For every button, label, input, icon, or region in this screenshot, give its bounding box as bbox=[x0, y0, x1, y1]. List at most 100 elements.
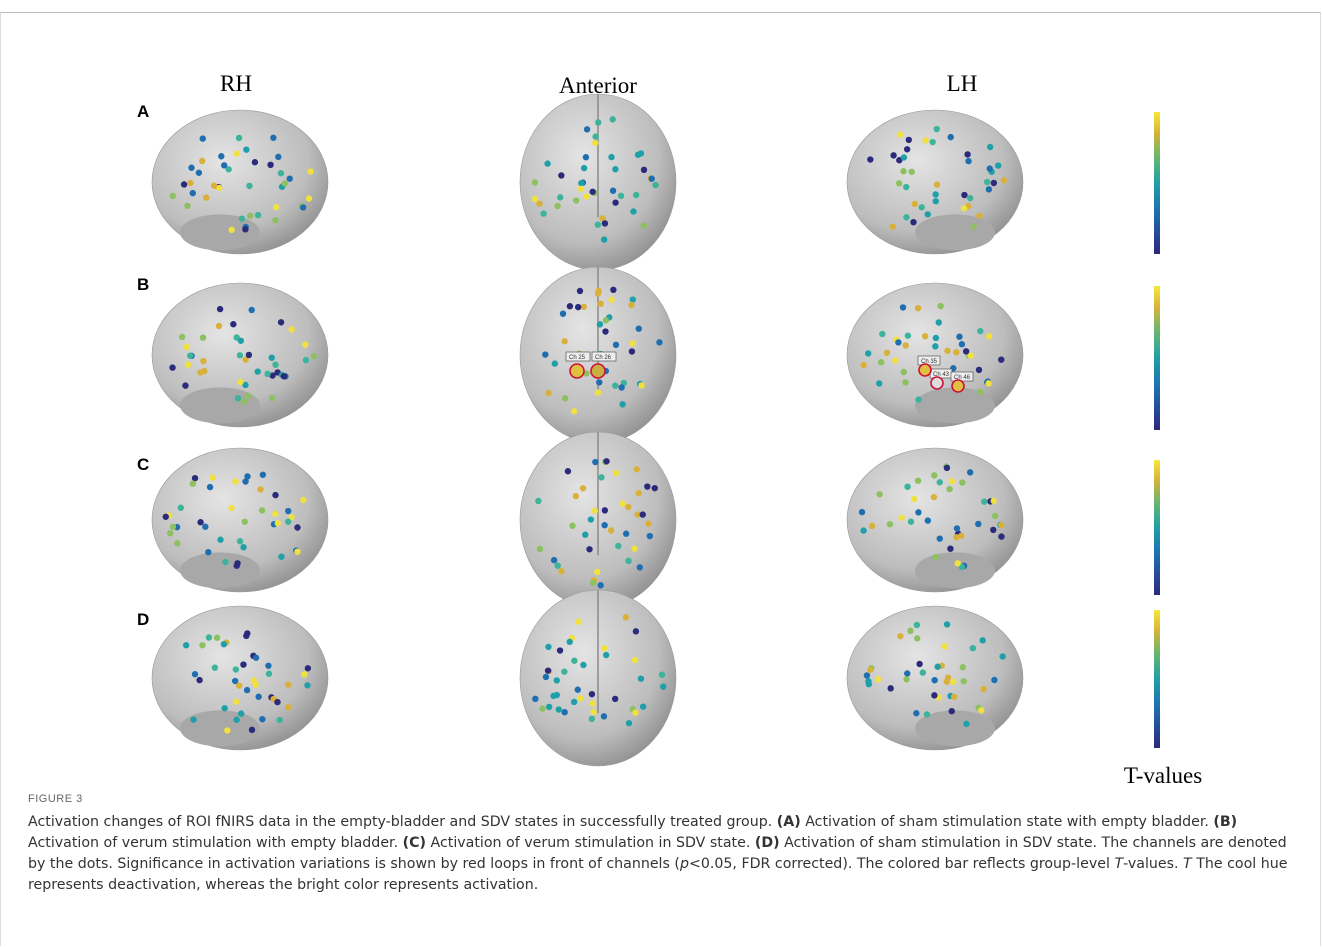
channel-dot bbox=[913, 710, 919, 716]
channel-dot bbox=[931, 472, 937, 478]
channel-dot bbox=[920, 669, 926, 675]
channel-dot bbox=[592, 133, 598, 139]
channel-dot bbox=[867, 156, 873, 162]
channel-dot bbox=[267, 162, 273, 168]
channel-dot bbox=[580, 485, 586, 491]
channel-dot bbox=[902, 379, 908, 385]
channel-dot bbox=[900, 168, 906, 174]
channel-dot bbox=[911, 496, 917, 502]
channel-dot bbox=[984, 179, 990, 185]
channel-dot bbox=[630, 296, 636, 302]
channel-dot bbox=[967, 195, 973, 201]
channel-dot bbox=[294, 524, 300, 530]
channel-dot bbox=[602, 507, 608, 513]
channel-dot bbox=[623, 614, 629, 620]
channel-dot bbox=[578, 186, 584, 192]
channel-dot bbox=[181, 181, 187, 187]
channel-dot bbox=[976, 213, 982, 219]
channel-dot bbox=[236, 135, 242, 141]
channel-dot bbox=[953, 349, 959, 355]
channel-dot bbox=[232, 478, 238, 484]
channel-dot bbox=[592, 459, 598, 465]
channel-dot bbox=[987, 144, 993, 150]
channel-dot bbox=[306, 195, 312, 201]
channel-dot bbox=[305, 665, 311, 671]
channel-dot bbox=[865, 350, 871, 356]
channel-dot bbox=[932, 343, 938, 349]
channel-dot bbox=[532, 196, 538, 202]
channel-dot bbox=[241, 399, 247, 405]
channel-dot bbox=[864, 672, 870, 678]
channel-dot bbox=[980, 686, 986, 692]
channel-dot bbox=[552, 360, 558, 366]
channel-dot bbox=[965, 158, 971, 164]
channel-dot bbox=[603, 652, 609, 658]
channel-dot bbox=[199, 642, 205, 648]
channel-dot bbox=[178, 505, 184, 511]
channel-dot bbox=[637, 564, 643, 570]
channel-dot bbox=[602, 328, 608, 334]
channel-dot bbox=[975, 521, 981, 527]
channel-dot bbox=[167, 530, 173, 536]
channel-dot bbox=[581, 304, 587, 310]
brain-lobe bbox=[915, 214, 995, 250]
channel-dot bbox=[633, 192, 639, 198]
channel-dot bbox=[615, 543, 621, 549]
channel-dot bbox=[959, 341, 965, 347]
channel-dot bbox=[273, 204, 279, 210]
channel-dot bbox=[187, 180, 193, 186]
caption-text: Activation of verum stimulation in SDV s… bbox=[426, 835, 755, 851]
channel-dot bbox=[922, 333, 928, 339]
brain-grid bbox=[152, 94, 1023, 766]
channel-dot bbox=[645, 521, 651, 527]
channel-dot bbox=[903, 214, 909, 220]
channel-dot bbox=[961, 205, 967, 211]
caption-text: <0.05, FDR corrected). The colored bar r… bbox=[689, 856, 1114, 872]
channel-dot bbox=[638, 382, 644, 388]
channel-dot bbox=[575, 619, 581, 625]
caption: Activation changes of ROI fNIRS data in … bbox=[28, 812, 1296, 896]
channel-dot bbox=[937, 479, 943, 485]
channel-dot bbox=[573, 493, 579, 499]
brain-lobe bbox=[180, 214, 260, 250]
channel-dot bbox=[608, 154, 614, 160]
row-label: C bbox=[137, 455, 149, 474]
channel-dot bbox=[580, 662, 586, 668]
channel-dot bbox=[951, 694, 957, 700]
channel-dot bbox=[922, 137, 928, 143]
channel-dot bbox=[596, 379, 602, 385]
channel-dot bbox=[243, 146, 249, 152]
channel-dot bbox=[545, 667, 551, 673]
channel-dot bbox=[612, 382, 618, 388]
channel-dot bbox=[196, 170, 202, 176]
channel-dot bbox=[890, 223, 896, 229]
channel-dot bbox=[632, 657, 638, 663]
caption-symbol: T bbox=[1183, 856, 1192, 872]
channel-dot bbox=[205, 549, 211, 555]
channel-dot bbox=[272, 362, 278, 368]
channel-dot bbox=[595, 221, 601, 227]
channel-dot bbox=[269, 354, 275, 360]
channel-dot bbox=[240, 661, 246, 667]
channel-dot bbox=[925, 211, 931, 217]
channel-dot bbox=[278, 170, 284, 176]
channel-dot bbox=[578, 180, 584, 186]
channel-dot bbox=[612, 166, 618, 172]
channel-dot bbox=[196, 677, 202, 683]
channel-dot bbox=[924, 711, 930, 717]
channel-dot bbox=[929, 139, 935, 145]
channel-dot bbox=[259, 507, 265, 513]
channel-dot bbox=[978, 707, 984, 713]
channel-dot bbox=[584, 126, 590, 132]
channel-dot bbox=[937, 535, 943, 541]
channel-dot bbox=[954, 560, 960, 566]
channel-dot bbox=[197, 519, 203, 525]
channel-dot bbox=[884, 350, 890, 356]
channel-dot bbox=[545, 390, 551, 396]
column-header: RH bbox=[220, 71, 252, 96]
channel-dot bbox=[550, 693, 556, 699]
channel-dot bbox=[964, 151, 970, 157]
channel-dot bbox=[592, 140, 598, 146]
channel-dot bbox=[942, 643, 948, 649]
channel-dot bbox=[217, 537, 223, 543]
